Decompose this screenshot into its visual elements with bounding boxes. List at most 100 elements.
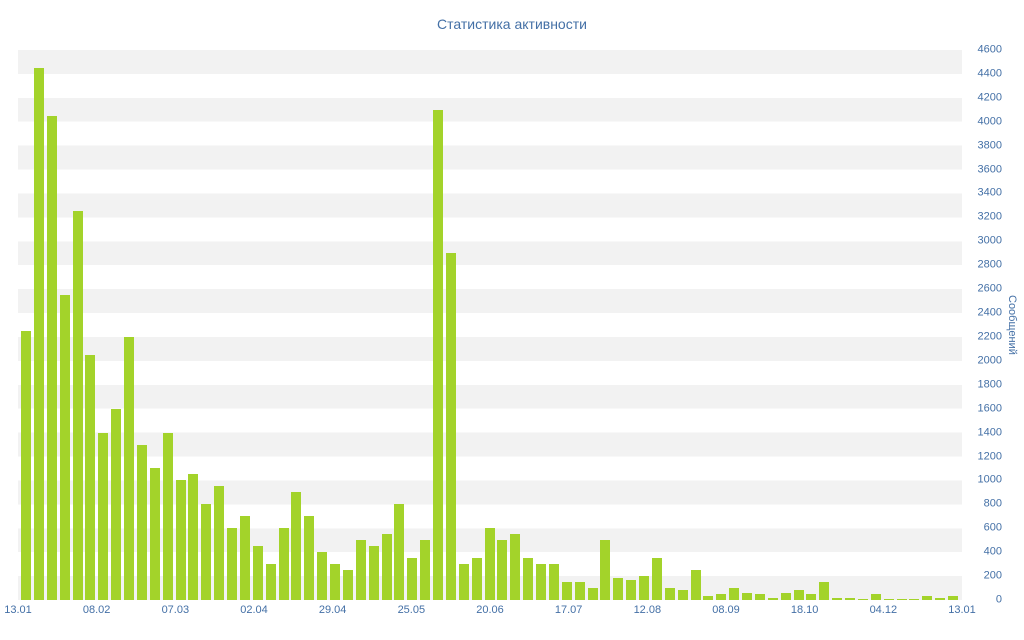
- bar: [188, 474, 199, 600]
- bar: [510, 534, 521, 600]
- plot-area: [18, 50, 962, 600]
- bar: [561, 582, 572, 600]
- bar: [677, 590, 688, 600]
- bar: [819, 582, 830, 600]
- bar: [458, 564, 469, 600]
- bars-container: [18, 50, 962, 600]
- bar: [909, 598, 920, 600]
- y-tick-label: 3400: [977, 186, 1002, 199]
- bar: [935, 597, 946, 600]
- bar: [201, 504, 212, 600]
- bar: [548, 564, 559, 600]
- bar: [484, 528, 495, 600]
- bar: [317, 552, 328, 600]
- bar: [21, 330, 31, 600]
- x-tick-label: 20.06: [476, 604, 504, 616]
- bar: [870, 594, 881, 600]
- bar: [46, 115, 57, 600]
- bar: [420, 540, 431, 600]
- bar: [587, 588, 598, 600]
- y-tick-label: 400: [983, 545, 1002, 558]
- bar: [149, 468, 160, 600]
- bar: [703, 596, 714, 600]
- y-tick-label: 2600: [977, 282, 1002, 295]
- x-tick-label: 13.01: [4, 604, 32, 616]
- y-tick-label: 1400: [977, 426, 1002, 439]
- bar: [252, 546, 263, 600]
- bar: [330, 564, 340, 600]
- y-tick-label: 0: [995, 593, 1002, 606]
- x-axis-labels: 13.01 08.02 07.03 02.04 29.04 25.05 20.06 17.07…: [4, 604, 976, 620]
- bar: [111, 408, 122, 600]
- x-tick-label: 02.04: [240, 604, 268, 616]
- y-tick-label: 2800: [977, 258, 1002, 271]
- y-tick-label: 3600: [977, 163, 1002, 176]
- y-axis-labels: 0 200 400 600 800 1000 1200 1400 1600 1800 2000 220…: [964, 44, 1002, 605]
- y-tick-label: 1800: [977, 378, 1002, 391]
- y-tick-label: 800: [983, 497, 1002, 510]
- bar: [162, 432, 173, 600]
- x-tick-label: 08.09: [712, 604, 740, 616]
- bar: [214, 486, 225, 600]
- bar: [832, 597, 843, 600]
- y-axis-title-wrap: Сообщений: [1002, 50, 1022, 600]
- bar: [651, 558, 662, 600]
- bar: [600, 540, 611, 600]
- bar: [536, 564, 546, 600]
- bar: [342, 570, 353, 600]
- bar: [742, 592, 752, 600]
- y-tick-label: 600: [983, 521, 1002, 534]
- bar: [613, 578, 624, 600]
- x-tick-label: 04.12: [869, 604, 898, 616]
- chart-title: Статистика активности: [437, 16, 587, 32]
- y-tick-label: 2400: [977, 306, 1002, 319]
- bar: [845, 597, 855, 600]
- y-tick-label: 4000: [977, 115, 1002, 128]
- bar: [690, 570, 701, 600]
- bar: [626, 579, 637, 600]
- bar: [523, 558, 534, 600]
- bar: [304, 516, 315, 600]
- bar: [175, 480, 186, 600]
- bar: [922, 596, 933, 600]
- bar: [85, 354, 96, 600]
- y-tick-label: 2000: [977, 354, 1002, 367]
- y-tick-label: 200: [983, 569, 1002, 582]
- x-tick-label: 12.08: [633, 604, 662, 616]
- y-tick-label: 3800: [977, 139, 1002, 152]
- bar: [767, 597, 778, 600]
- y-tick-label: 1600: [977, 402, 1002, 415]
- x-tick-label: 29.04: [318, 604, 347, 616]
- bar: [407, 558, 418, 600]
- bar: [639, 576, 649, 600]
- y-axis-title: Сообщений: [1006, 295, 1018, 355]
- bar: [948, 596, 958, 600]
- bar: [793, 590, 804, 600]
- bar: [471, 558, 482, 600]
- x-tick-label: 07.03: [161, 604, 190, 616]
- bar: [394, 504, 405, 600]
- bar: [664, 588, 675, 600]
- y-tick-label: 1200: [977, 450, 1002, 463]
- bar: [780, 592, 791, 600]
- bar: [806, 594, 817, 600]
- y-tick-label: 3000: [977, 234, 1002, 247]
- bar: [136, 444, 147, 600]
- bar: [754, 594, 765, 600]
- bar: [716, 594, 727, 600]
- bar: [291, 492, 302, 600]
- y-tick-label: 1000: [977, 473, 1002, 486]
- y-tick-label: 2200: [977, 330, 1002, 343]
- bar: [265, 564, 276, 600]
- bar: [355, 540, 366, 600]
- bar: [239, 516, 250, 600]
- bar: [381, 534, 392, 600]
- bar: [433, 109, 443, 600]
- bar: [98, 432, 109, 600]
- x-tick-label: 08.02: [82, 604, 111, 616]
- x-tick-label: 25.05: [397, 604, 426, 616]
- bar: [368, 546, 379, 600]
- x-tick-label: 13.01: [948, 604, 976, 616]
- bar: [574, 582, 585, 600]
- bar: [896, 598, 907, 600]
